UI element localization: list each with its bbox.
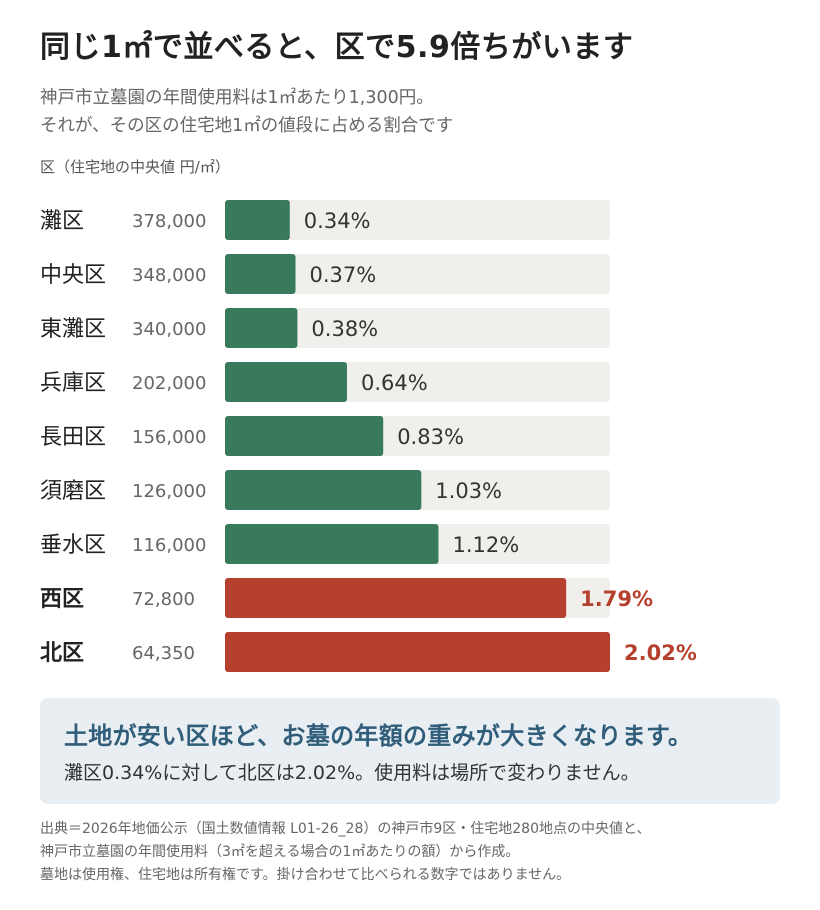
value-label: 0.37% [310,263,377,287]
land-price-label: 72,800 [132,589,195,610]
subtitle-line-1: 神戸市立墓園の年間使用料は1㎡あたり1,300円。 [40,88,434,108]
land-price-label: 378,000 [132,211,206,232]
column-header-label: 区（住宅地の中央値 円/㎡） [40,158,230,176]
category-label: 中央区 [40,263,106,288]
bar [225,200,290,240]
land-price-label: 126,000 [132,481,206,502]
source-note-line-1: 出典＝2026年地価公示（国土数値情報 L01-26_28）の神戸市9区・住宅地… [40,821,651,837]
bar [225,362,347,402]
land-price-label: 340,000 [132,319,206,340]
summary-body: 灘区0.34%に対して北区は2.02%。使用料は場所で変わりません。 [64,762,640,784]
land-price-label: 64,350 [132,643,195,664]
category-label: 西区 [40,587,84,612]
bar-track [225,254,610,294]
bar [225,470,422,510]
bar-track [225,200,610,240]
value-label: 1.79% [580,587,653,611]
category-label: 灘区 [40,209,84,234]
category-label: 垂水区 [40,533,106,558]
bar [225,254,296,294]
bar-track [225,308,610,348]
bar [225,416,384,456]
value-label: 0.38% [311,317,378,341]
source-note-line-3: 墓地は使用権、住宅地は所有権です。掛け合わせて比べられる数字ではありません。 [40,867,571,883]
value-label: 0.34% [304,209,371,233]
value-label: 1.12% [452,533,519,557]
summary-headline: 土地が安い区ほど、お墓の年額の重みが大きくなります。 [64,722,693,750]
value-label: 2.02% [624,641,697,665]
value-label: 0.83% [397,425,464,449]
land-price-label: 348,000 [132,265,206,286]
category-label: 須磨区 [40,479,106,504]
category-label: 東灘区 [40,317,106,342]
bar [225,524,439,564]
land-price-label: 116,000 [132,535,206,556]
bar [225,632,610,672]
category-label: 長田区 [40,425,106,450]
bar [225,308,298,348]
chart-title: 同じ1㎡で並べると、区で5.9倍ちがいます [40,30,634,65]
land-price-label: 156,000 [132,427,206,448]
source-note-line-2: 神戸市立墓園の年間使用料（3㎡を超える場合の1㎡あたりの額）から作成。 [40,844,520,860]
bar [225,578,567,618]
value-label: 0.64% [361,371,428,395]
category-label: 北区 [40,641,84,666]
bar-chart: 灘区 378,000 0.34% 中央区 348,000 0.37% 東灘区 340,000 0… [40,200,697,672]
category-label: 兵庫区 [40,371,106,396]
summary-callout: 土地が安い区ほど、お墓の年額の重みが大きくなります。 灘区0.34%に対して北区… [40,698,780,804]
value-label: 1.03% [435,479,502,503]
subtitle-line-2: それが、その区の住宅地1㎡の値段に占める割合です [40,116,454,136]
land-price-label: 202,000 [132,373,206,394]
